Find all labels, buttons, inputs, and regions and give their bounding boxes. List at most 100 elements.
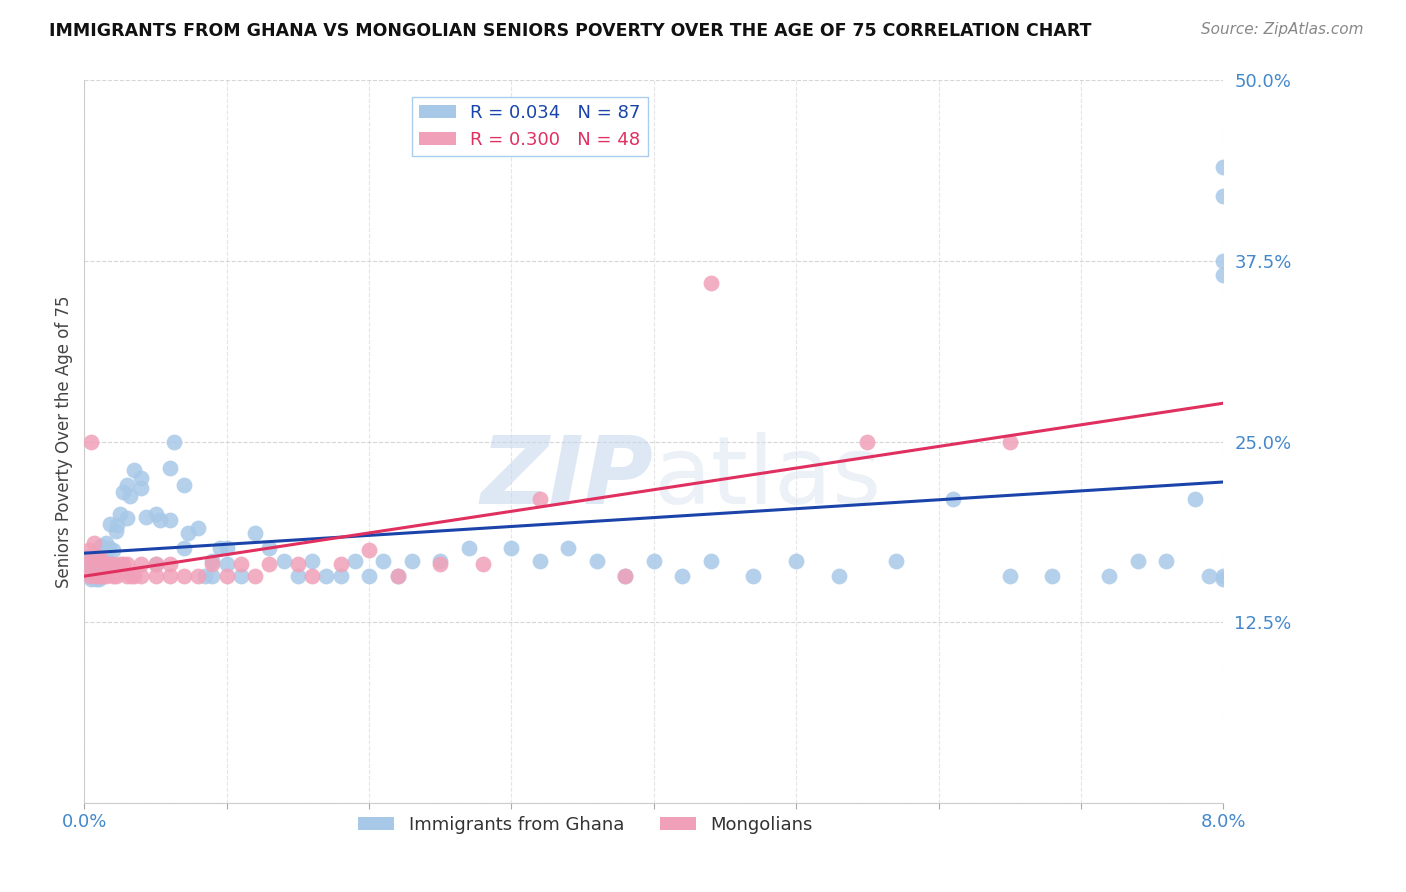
Point	[287, 569, 309, 583]
Point	[101, 558, 124, 572]
Point	[96, 558, 118, 572]
Point	[229, 558, 252, 572]
Point	[287, 558, 309, 572]
Point	[120, 569, 142, 583]
Point	[359, 542, 381, 557]
Point	[149, 512, 172, 526]
Point	[93, 547, 115, 561]
Point	[173, 541, 195, 556]
Point	[87, 550, 110, 565]
Point	[501, 541, 523, 556]
Point	[329, 569, 352, 583]
Point	[87, 569, 110, 583]
Point	[145, 558, 167, 572]
Point	[1212, 253, 1234, 268]
Point	[80, 550, 103, 565]
Point	[173, 569, 195, 583]
Point	[856, 434, 879, 449]
Point	[77, 542, 100, 557]
Point	[671, 569, 693, 583]
Point	[1212, 268, 1234, 283]
Point	[1212, 569, 1234, 583]
Point	[76, 558, 98, 572]
Point	[84, 569, 107, 583]
Point	[173, 478, 195, 492]
Point	[115, 569, 138, 583]
Point	[131, 558, 153, 572]
Point	[1042, 569, 1064, 583]
Point	[373, 554, 395, 568]
Point	[87, 572, 110, 586]
Point	[131, 569, 153, 583]
Point	[77, 558, 100, 572]
Point	[187, 521, 209, 535]
Point	[329, 558, 352, 572]
Point	[884, 554, 907, 568]
Point	[343, 554, 366, 568]
Point	[643, 554, 665, 568]
Point	[91, 558, 114, 572]
Point	[387, 569, 409, 583]
Point	[1126, 554, 1149, 568]
Point	[359, 569, 381, 583]
Point	[82, 554, 104, 568]
Point	[145, 569, 167, 583]
Point	[208, 541, 231, 556]
Point	[163, 434, 186, 449]
Point	[201, 558, 224, 572]
Point	[90, 539, 112, 553]
Point	[131, 481, 153, 495]
Point	[557, 541, 579, 556]
Point	[194, 569, 217, 583]
Point	[245, 569, 267, 583]
Point	[429, 554, 451, 568]
Point	[122, 463, 145, 477]
Point	[97, 541, 120, 556]
Point	[111, 485, 134, 500]
Point	[259, 541, 281, 556]
Point	[131, 470, 153, 484]
Point	[79, 569, 101, 583]
Text: IMMIGRANTS FROM GHANA VS MONGOLIAN SENIORS POVERTY OVER THE AGE OF 75 CORRELATIO: IMMIGRANTS FROM GHANA VS MONGOLIAN SENIO…	[49, 22, 1091, 40]
Point	[700, 554, 723, 568]
Point	[115, 478, 138, 492]
Point	[315, 569, 337, 583]
Point	[96, 554, 118, 568]
Point	[82, 558, 104, 572]
Point	[586, 554, 609, 568]
Point	[1098, 569, 1121, 583]
Point	[998, 569, 1021, 583]
Point	[101, 558, 124, 572]
Point	[105, 518, 128, 533]
Point	[1212, 160, 1234, 174]
Point	[83, 535, 105, 549]
Point	[115, 558, 138, 572]
Point	[1184, 492, 1206, 507]
Point	[90, 554, 112, 568]
Point	[215, 541, 238, 556]
Point	[108, 558, 131, 572]
Point	[998, 434, 1021, 449]
Point	[942, 492, 965, 507]
Point	[529, 492, 551, 507]
Text: ZIP: ZIP	[481, 432, 654, 524]
Point	[201, 569, 224, 583]
Point	[89, 546, 111, 560]
Point	[145, 558, 167, 572]
Point	[1212, 189, 1234, 203]
Legend: Immigrants from Ghana, Mongolians: Immigrants from Ghana, Mongolians	[350, 808, 820, 841]
Point	[1198, 569, 1220, 583]
Point	[98, 516, 121, 531]
Point	[472, 558, 495, 572]
Point	[177, 525, 200, 540]
Point	[828, 569, 851, 583]
Point	[86, 553, 108, 567]
Point	[1212, 572, 1234, 586]
Point	[98, 558, 121, 572]
Point	[387, 569, 409, 583]
Point	[159, 512, 181, 526]
Point	[122, 569, 145, 583]
Point	[401, 554, 423, 568]
Point	[83, 550, 105, 565]
Point	[80, 434, 103, 449]
